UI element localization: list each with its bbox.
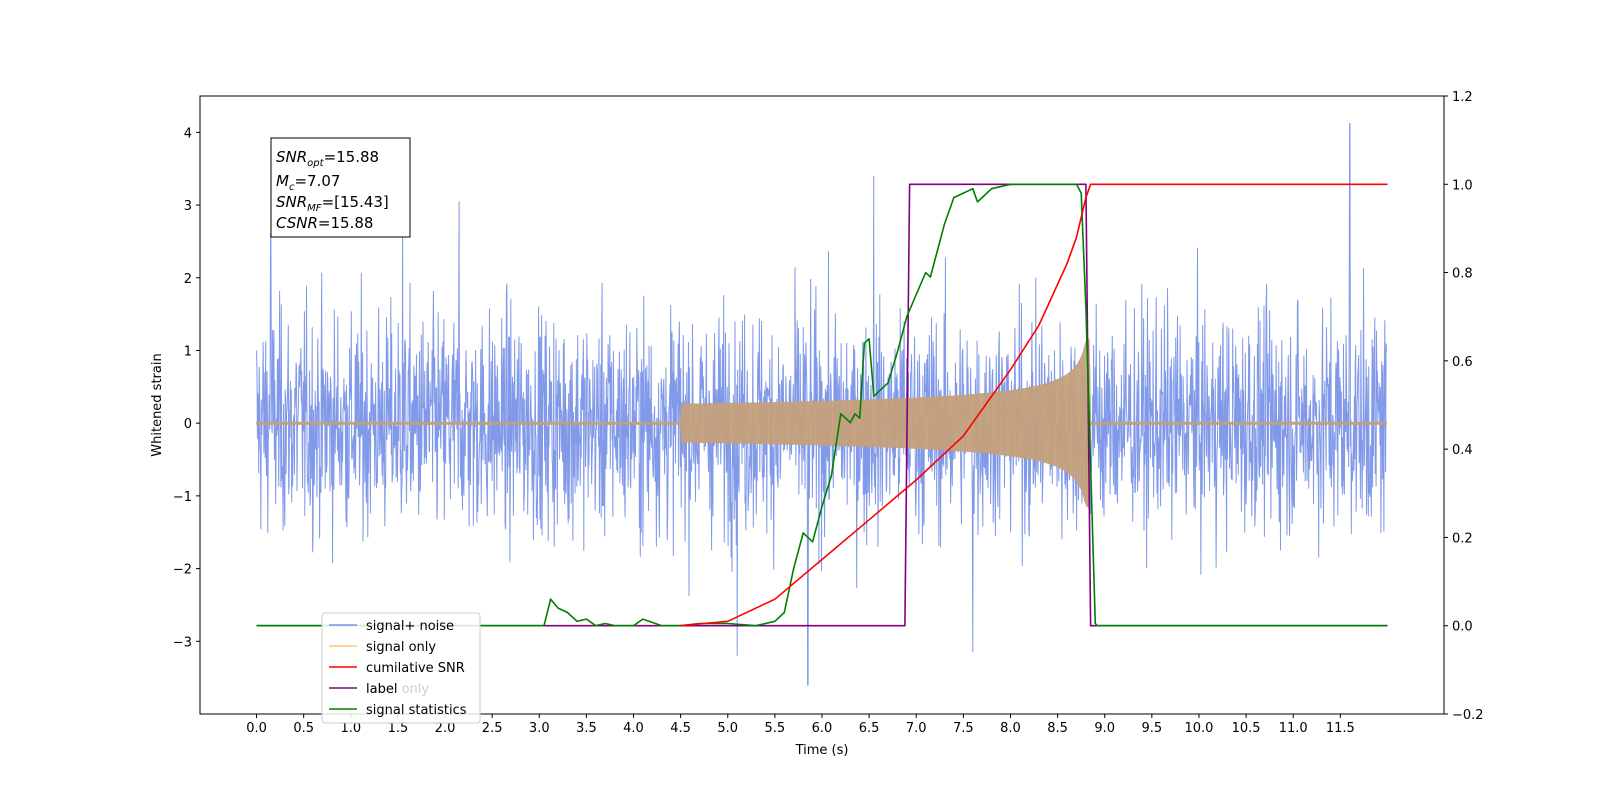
- right-y-tick-label: 1.2: [1452, 90, 1473, 105]
- x-tick-label: 3.5: [576, 721, 597, 736]
- x-tick-label: 2.5: [482, 721, 503, 736]
- series-cumulative-snr: [680, 183, 1388, 627]
- y-axis-label: Whitened strain: [150, 353, 165, 456]
- series-signal-plus-noise: [256, 123, 1387, 686]
- x-tick-label: 4.5: [670, 721, 691, 736]
- left-y-tick-label: 2: [184, 272, 192, 287]
- right-y-tick-label: 0.0: [1452, 620, 1473, 635]
- annotation-frame: [270, 137, 411, 238]
- right-y-tick-label: 0.4: [1452, 443, 1473, 458]
- legend-label-signal-noise: signal+ noise: [366, 619, 454, 634]
- x-tick-label: 0.5: [293, 721, 314, 736]
- left-y-axis-ticks: 4 3 2 1 0 −1 −2 −3: [173, 126, 200, 650]
- left-y-tick-label: 1: [184, 344, 192, 359]
- left-y-tick-label: −3: [173, 635, 192, 650]
- x-tick-label: 10.0: [1184, 721, 1213, 736]
- x-tick-label: 2.0: [435, 721, 456, 736]
- legend-label-label: label: [366, 682, 397, 697]
- x-axis-ticks: 0.0 0.5 1.0 1.5 2.0 2.5 3.0 3.5 4.0 4.5 5.0 5.5 6.0 6…: [246, 714, 1355, 736]
- right-y-tick-label: 0.2: [1452, 531, 1473, 546]
- x-tick-label: 9.5: [1142, 721, 1163, 736]
- x-tick-label: 8.0: [1000, 721, 1021, 736]
- left-y-tick-label: 4: [184, 126, 192, 141]
- legend-label-label-only: label only: [366, 682, 429, 697]
- annotation-csnr: CSNR=15.88: [276, 214, 373, 232]
- legend: signal+ noise signal only cumilative SNR…: [321, 612, 481, 724]
- x-tick-label: 11.5: [1326, 721, 1355, 736]
- legend-frame: [321, 612, 481, 724]
- right-y-tick-label: 1.0: [1452, 178, 1473, 193]
- x-tick-label: 7.0: [906, 721, 927, 736]
- x-tick-label: 6.5: [859, 721, 880, 736]
- x-tick-label: 10.5: [1232, 721, 1261, 736]
- x-tick-label: 0.0: [246, 721, 267, 736]
- x-tick-label: 5.0: [717, 721, 738, 736]
- left-y-tick-label: −1: [173, 490, 192, 505]
- right-y-tick-label: −0.2: [1452, 708, 1484, 723]
- x-tick-label: 8.5: [1047, 721, 1068, 736]
- x-tick-label: 4.0: [623, 721, 644, 736]
- snr-annotation-box: SNRopt=15.88 Mc=7.07 SNRMF=[15.43] CSNR=…: [270, 137, 411, 238]
- right-y-axis-ticks: 1.2 1.0 0.8 0.6 0.4 0.2 0.0 −0.2: [1444, 90, 1484, 723]
- series-signal-only: [256, 339, 1387, 508]
- annotation-chirp-mass: Mc=7.07: [276, 172, 340, 193]
- legend-label-signal-only: signal only: [366, 640, 436, 655]
- right-y-tick-label: 0.8: [1452, 267, 1473, 282]
- left-y-tick-label: 3: [184, 199, 192, 214]
- plot-marks: [256, 123, 1388, 686]
- x-tick-label: 1.0: [340, 721, 361, 736]
- legend-label-signal-statistics: signal statistics: [366, 703, 467, 718]
- left-y-tick-label: 0: [184, 417, 192, 432]
- x-tick-label: 1.5: [388, 721, 409, 736]
- x-tick-label: 3.0: [529, 721, 550, 736]
- annotation-snr-opt: SNRopt=15.88: [276, 148, 379, 169]
- legend-label-cumulative-snr: cumilative SNR: [366, 661, 465, 676]
- x-tick-label: 6.0: [812, 721, 833, 736]
- x-tick-label: 7.5: [953, 721, 974, 736]
- x-axis-label: Time (s): [795, 743, 849, 758]
- x-tick-label: 11.0: [1279, 721, 1308, 736]
- left-y-tick-label: −2: [173, 563, 192, 578]
- annotation-snr-mf: SNRMF=[15.43]: [276, 193, 389, 214]
- x-tick-label: 5.5: [765, 721, 786, 736]
- series-signal-statistics: [256, 183, 1388, 627]
- right-y-tick-label: 0.6: [1452, 355, 1473, 370]
- x-tick-label: 9.0: [1094, 721, 1115, 736]
